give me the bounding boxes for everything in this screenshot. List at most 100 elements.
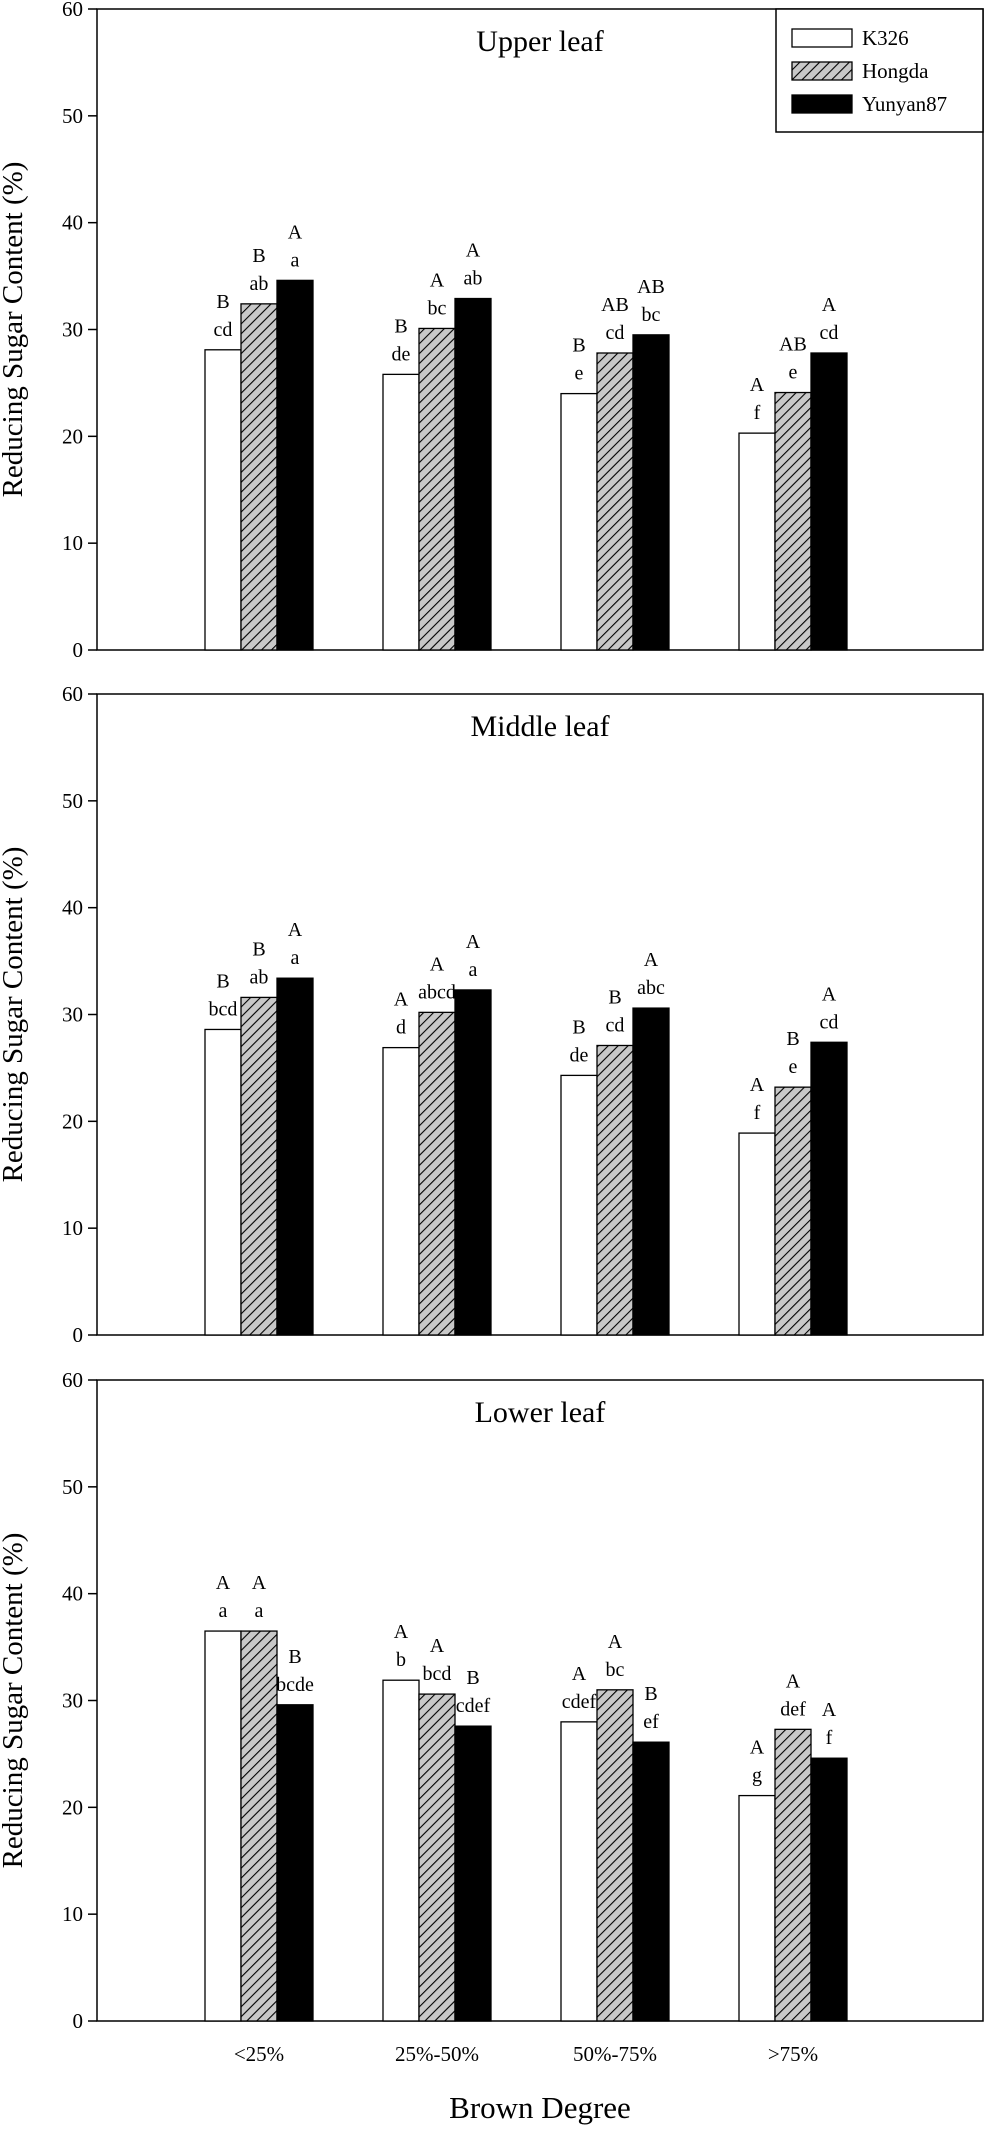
sig-label-lower: cd <box>820 1011 839 1033</box>
sig-label-lower: e <box>789 1056 798 1078</box>
sig-label-upper: A <box>216 1572 231 1594</box>
sig-label-lower: de <box>570 1044 589 1066</box>
sig-label-lower: b <box>396 1649 406 1671</box>
bar-k326-25-50 <box>382 1046 420 1336</box>
sig-label-lower: a <box>255 1600 264 1622</box>
bar-k326-25 <box>204 1630 242 2022</box>
sig-label-upper: B <box>572 1016 585 1038</box>
legend-label-k326: K326 <box>862 26 909 50</box>
sig-label-upper: B <box>288 1646 301 1668</box>
x-tick-label: <25% <box>234 2042 284 2066</box>
legend-label-yunyan87: Yunyan87 <box>862 92 947 116</box>
sig-label-upper: A <box>466 931 481 953</box>
sig-label-lower: abc <box>637 977 665 999</box>
bar-yunyan87-25 <box>276 279 314 651</box>
sig-label-lower: cd <box>820 322 839 344</box>
sig-label-upper: A <box>822 294 837 316</box>
bar-yunyan87-25-50 <box>454 297 492 651</box>
y-tick-label: 60 <box>62 0 83 21</box>
bar-hongda-25-50 <box>418 1693 456 2022</box>
sig-label-upper: A <box>572 1663 587 1685</box>
sig-label-upper: A <box>822 1699 837 1721</box>
bar-yunyan87-25-50 <box>454 1725 492 2022</box>
sig-label-lower: ab <box>250 273 269 295</box>
sig-label-upper: A <box>394 989 409 1011</box>
sig-label-upper: A <box>750 1074 765 1096</box>
y-tick-label: 60 <box>62 1368 83 1392</box>
sig-label-upper: AB <box>779 334 807 356</box>
sig-label-lower: abcd <box>418 981 456 1003</box>
bar-k326-75 <box>738 432 776 651</box>
bar-hongda-25 <box>240 1630 278 2022</box>
sig-label-lower: def <box>780 1698 806 1720</box>
sig-label-upper: B <box>252 938 265 960</box>
sig-label-lower: g <box>752 1765 762 1787</box>
bar-yunyan87-50-75 <box>632 1007 670 1336</box>
legend-swatch-hongda <box>791 61 853 81</box>
y-tick-label: 30 <box>62 318 83 342</box>
sig-label-upper: A <box>430 269 445 291</box>
bar-k326-25-50 <box>382 373 420 651</box>
bar-hongda-25-50 <box>418 1011 456 1336</box>
y-tick-label: 50 <box>62 104 83 128</box>
sig-label-upper: A <box>252 1572 267 1594</box>
y-axis-label: Reducing Sugar Content (%) <box>0 162 29 498</box>
bar-yunyan87-25-50 <box>454 989 492 1336</box>
y-tick-label: 40 <box>62 1582 83 1606</box>
sig-label-upper: B <box>608 986 621 1008</box>
sig-label-upper: B <box>644 1683 657 1705</box>
sig-label-lower: de <box>392 343 411 365</box>
bar-hongda-50-75 <box>596 352 634 651</box>
bar-hongda-25 <box>240 303 278 651</box>
y-tick-label: 20 <box>62 1795 83 1819</box>
sig-label-lower: bcd <box>423 1663 452 1685</box>
bar-hongda-25 <box>240 996 278 1336</box>
sig-label-upper: A <box>430 953 445 975</box>
sig-label-upper: B <box>394 315 407 337</box>
sig-label-upper: B <box>216 970 229 992</box>
bar-yunyan87-75 <box>810 1757 848 2022</box>
sig-label-upper: A <box>750 1737 765 1759</box>
sig-label-upper: A <box>750 374 765 396</box>
sig-label-upper: B <box>786 1028 799 1050</box>
sig-label-upper: B <box>216 291 229 313</box>
legend-label-hongda: Hongda <box>862 59 929 83</box>
legend-swatch-yunyan87 <box>791 94 853 114</box>
y-axis-label: Reducing Sugar Content (%) <box>0 847 29 1183</box>
sig-label-lower: bcd <box>209 998 238 1020</box>
y-tick-label: 10 <box>62 1216 83 1240</box>
y-tick-label: 0 <box>73 2009 84 2033</box>
sig-label-upper: A <box>608 1631 623 1653</box>
bar-hongda-25-50 <box>418 327 456 651</box>
bar-hongda-75 <box>774 1086 812 1336</box>
sig-label-lower: f <box>754 402 761 424</box>
y-axis-label: Reducing Sugar Content (%) <box>0 1533 29 1869</box>
panel-title: Lower leaf <box>475 1396 606 1429</box>
y-tick-label: 30 <box>62 1003 83 1027</box>
sig-label-lower: f <box>826 1727 833 1749</box>
bar-k326-25-50 <box>382 1679 420 2022</box>
sig-label-upper: A <box>288 919 303 941</box>
sig-label-lower: a <box>291 947 300 969</box>
bar-k326-75 <box>738 1794 776 2022</box>
sig-label-lower: cd <box>606 1014 625 1036</box>
sig-label-lower: a <box>469 959 478 981</box>
sig-label-lower: ab <box>464 268 483 290</box>
bar-yunyan87-50-75 <box>632 1741 670 2022</box>
bar-yunyan87-25 <box>276 1704 314 2022</box>
bar-k326-50-75 <box>560 1074 598 1336</box>
sig-label-lower: bc <box>428 297 447 319</box>
sig-label-lower: cd <box>214 319 233 341</box>
y-tick-label: 50 <box>62 789 83 813</box>
sig-label-upper: A <box>644 949 659 971</box>
bar-hongda-75 <box>774 1728 812 2022</box>
x-tick-label: 50%-75% <box>573 2042 657 2066</box>
sig-label-lower: e <box>789 362 798 384</box>
sig-label-lower: d <box>396 1017 406 1039</box>
bar-yunyan87-50-75 <box>632 334 670 651</box>
sig-label-lower: f <box>754 1102 761 1124</box>
sig-label-lower: ab <box>250 966 269 988</box>
sig-label-lower: a <box>291 249 300 271</box>
x-tick-label: 25%-50% <box>395 2042 479 2066</box>
